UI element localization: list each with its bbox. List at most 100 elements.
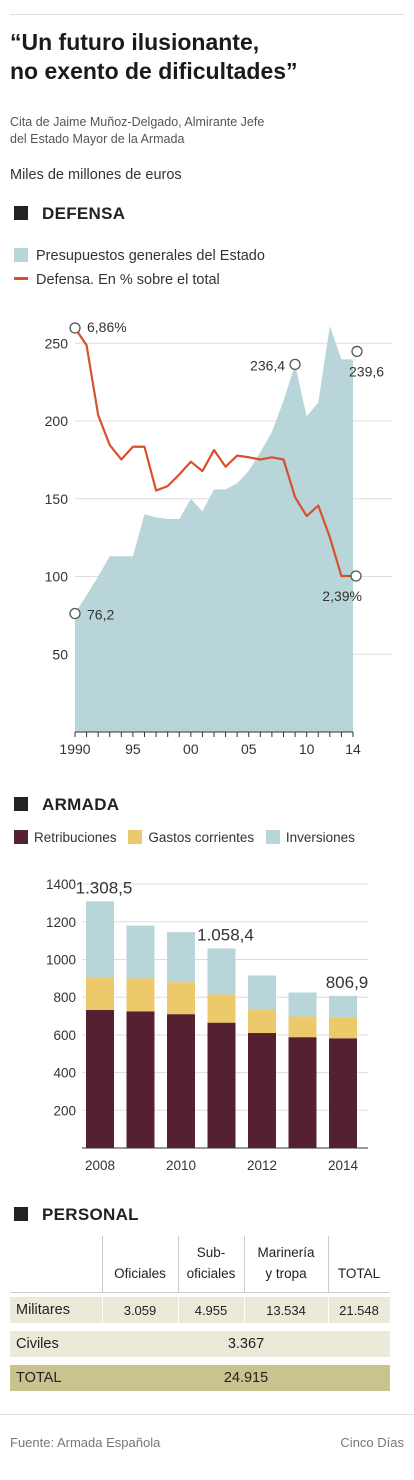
col-header-suboficiales: Sub-oficiales xyxy=(186,1245,236,1281)
cell-militares-oficiales: 3.059 xyxy=(123,1303,157,1318)
annotation-marker xyxy=(69,607,81,620)
y-tick-label: 600 xyxy=(53,1028,76,1043)
x-tick-label: 2014 xyxy=(328,1158,359,1173)
bar-segment-retribuciones xyxy=(248,1033,276,1148)
col-header-marineria: Marinería y tropa xyxy=(257,1245,315,1281)
legend-swatch-gastos-icon xyxy=(128,830,143,844)
bar-segment-retribuciones xyxy=(329,1038,357,1148)
quote-line-1: Cita de Jaime Muñoz-Delgado, Almirante J… xyxy=(10,115,265,129)
legend-label-gastos: Gastos corrientes xyxy=(148,830,255,845)
annotation-marker xyxy=(350,570,362,582)
bar-segment-gastos-corrientes xyxy=(207,994,236,1023)
annotation-label: 76,2 xyxy=(87,607,114,623)
bar-segment-inversiones xyxy=(288,992,317,1017)
bar-segment-gastos-corrientes xyxy=(86,977,114,1011)
x-tick-label: 00 xyxy=(183,741,199,757)
annotation-marker xyxy=(69,322,81,334)
x-tick-label: 2012 xyxy=(247,1158,277,1173)
row-label-civiles: Civiles xyxy=(16,1336,59,1352)
x-tick-label: 14 xyxy=(345,741,361,757)
legend-swatch-inversiones-icon xyxy=(265,830,280,844)
section-personal-heading: PERSONAL xyxy=(14,1205,139,1225)
bar-segment-gastos-corrientes xyxy=(329,1017,357,1039)
personal-table-header: Oficiales Sub-oficiales Marinería y tropa… xyxy=(10,1236,390,1293)
section-defensa-heading: DEFENSA xyxy=(14,204,125,224)
annotation-label: 239,6 xyxy=(349,363,384,379)
table-row-civiles: Civiles 3.367 xyxy=(10,1331,390,1357)
bar-segment-gastos-corrientes xyxy=(248,1009,276,1034)
section-square-icon xyxy=(14,1207,28,1221)
annotation-label: 6,86% xyxy=(87,319,127,335)
title-line-1: “Un futuro ilusionante, xyxy=(10,29,260,55)
cell-militares-suboficiales: 4.955 xyxy=(194,1303,228,1318)
section-square-icon xyxy=(14,797,28,811)
section-personal-label: PERSONAL xyxy=(42,1205,139,1224)
quote-attribution: Cita de Jaime Muñoz-Delgado, Almirante J… xyxy=(10,114,410,148)
y-tick-label: 200 xyxy=(45,413,69,429)
bar-segment-retribuciones xyxy=(207,1022,236,1148)
cell-militares-total: 21.548 xyxy=(339,1303,379,1318)
y-tick-label: 200 xyxy=(53,1103,76,1118)
table-row-militares: Militares 3.059 4.955 13.534 21.548 xyxy=(10,1297,390,1323)
row-label-total: TOTAL xyxy=(16,1370,62,1386)
legend-swatch-area-icon xyxy=(14,248,28,262)
series-line-defensa xyxy=(74,327,353,578)
annotation-label: 2,39% xyxy=(322,588,362,604)
y-tick-label: 1000 xyxy=(46,953,76,968)
legend-item-area: Presupuestos generales del Estado xyxy=(14,248,265,264)
y-tick-label: 150 xyxy=(45,491,69,507)
bar-segment-inversiones xyxy=(329,995,357,1018)
x-tick-label: 2008 xyxy=(85,1158,115,1173)
annotation-label: 236,4 xyxy=(250,357,285,373)
annotation-marker xyxy=(351,345,363,358)
y-tick-label: 250 xyxy=(45,335,69,351)
legend-label-area: Presupuestos generales del Estado xyxy=(36,248,265,264)
bar-segment-retribuciones xyxy=(167,1014,195,1148)
cell-civiles-value: 3.367 xyxy=(227,1336,265,1352)
units-label: Miles de millones de euros xyxy=(10,167,182,183)
bottom-divider xyxy=(0,1414,414,1415)
y-tick-label: 50 xyxy=(52,646,68,662)
bar-segment-inversiones xyxy=(167,932,195,983)
section-square-icon xyxy=(14,206,28,220)
legend-label-line: Defensa. En % sobre el total xyxy=(36,272,220,288)
personal-table: Oficiales Sub-oficiales Marinería y tropa… xyxy=(10,1236,390,1391)
bar-segment-retribuciones xyxy=(288,1037,317,1148)
page-title: “Un futuro ilusionante, no exento de dif… xyxy=(10,28,410,86)
bar-segment-retribuciones xyxy=(126,1011,155,1148)
cell-total-value: 24.915 xyxy=(223,1370,269,1386)
section-armada-label: ARMADA xyxy=(42,795,120,814)
bar-total-label: 1.308,5 xyxy=(76,878,133,897)
bar-segment-retribuciones xyxy=(86,1010,114,1148)
annotation-marker xyxy=(289,358,301,371)
cell-militares-marineria: 13.534 xyxy=(266,1303,306,1318)
x-tick-label: 1990 xyxy=(59,741,90,757)
bar-segment-inversiones xyxy=(126,925,155,979)
bar-segment-inversiones xyxy=(207,948,236,995)
bar-segment-gastos-corrientes xyxy=(126,978,155,1012)
y-tick-label: 1400 xyxy=(46,877,76,892)
legend-label-retribuciones: Retribuciones xyxy=(34,830,117,845)
x-tick-label: 2010 xyxy=(166,1158,196,1173)
col-header-oficiales: Oficiales xyxy=(114,1266,166,1281)
top-divider xyxy=(10,14,404,15)
bar-segment-inversiones xyxy=(86,901,114,978)
legend-swatch-line-icon xyxy=(14,277,28,280)
bar-total-label: 806,9 xyxy=(326,973,369,992)
legend-item-gastos: Gastos corrientes xyxy=(128,830,254,845)
quote-line-2: del Estado Mayor de la Armada xyxy=(10,132,185,146)
legend-item-retribuciones: Retribuciones xyxy=(14,830,117,845)
legend-item-inversiones: Inversiones xyxy=(265,830,355,845)
table-row-total: TOTAL 24.915 xyxy=(10,1365,390,1391)
armada-legend: Retribuciones Gastos corrientes Inversio… xyxy=(14,830,355,845)
bar-segment-inversiones xyxy=(248,975,276,1010)
legend-label-inversiones: Inversiones xyxy=(285,830,355,845)
legend-item-line: Defensa. En % sobre el total xyxy=(14,272,220,288)
bar-segment-gastos-corrientes xyxy=(288,1016,317,1038)
x-tick-label: 05 xyxy=(241,741,257,757)
footer-source: Fuente: Armada Española xyxy=(10,1435,161,1450)
y-tick-label: 400 xyxy=(53,1066,76,1081)
bar-segment-gastos-corrientes xyxy=(167,982,195,1015)
y-tick-label: 800 xyxy=(53,990,76,1005)
title-line-2: no exento de dificultades” xyxy=(10,58,298,84)
